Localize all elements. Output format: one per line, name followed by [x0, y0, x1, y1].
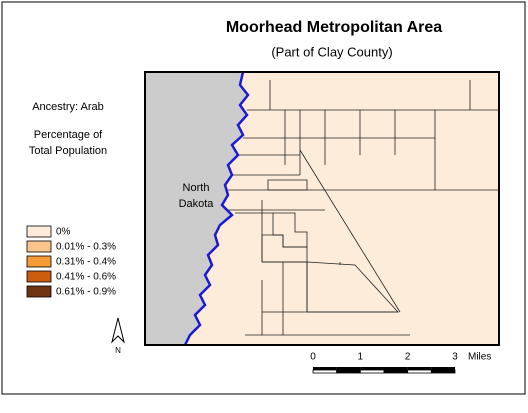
region-label: North: [183, 182, 210, 194]
map-title: Moorhead Metropolitan Area: [226, 19, 442, 36]
legend-swatch: [26, 285, 52, 298]
scale-segment: [431, 367, 455, 370]
legend-label: 0.01% - 0.3%: [56, 242, 116, 253]
measure-label: Total Population: [29, 145, 107, 157]
measure-label: Percentage of: [34, 129, 103, 141]
scale-segment: [407, 369, 432, 374]
scale-bar: 0 1 2 3 Miles: [310, 352, 491, 374]
scale-label: 0: [310, 352, 316, 363]
river: [183, 71, 250, 346]
scale-segment: [383, 369, 409, 374]
north-arrow: N: [111, 317, 125, 355]
tract: [272, 212, 308, 248]
scale-segment: [336, 369, 361, 374]
region-label: Dakota: [179, 198, 215, 210]
legend-label: 0.41% - 0.6%: [56, 272, 116, 283]
scale-segment: [384, 367, 408, 370]
north-dakota: [145, 72, 248, 345]
scale-segment: [407, 367, 432, 370]
scale-segment: [312, 369, 338, 374]
tract-lines: [228, 80, 499, 336]
legend-label: 0.61% - 0.9%: [56, 287, 116, 298]
scale-segment: [430, 369, 456, 374]
scale-segment: [336, 367, 361, 370]
scale-segment: [313, 367, 337, 370]
map-subtitle: (Part of Clay County): [271, 44, 392, 59]
scale-label: 1: [358, 352, 364, 363]
scale-label: 2: [405, 352, 411, 363]
scale-unit: Miles: [468, 352, 491, 363]
legend-swatch: [26, 225, 52, 238]
north-label: N: [115, 346, 121, 355]
scale-segment: [359, 369, 385, 374]
legend-swatch: [26, 240, 52, 253]
legend-label: 0.31% - 0.4%: [56, 257, 116, 268]
legend-swatch: [26, 255, 52, 268]
scale-label: 3: [452, 352, 458, 363]
ancestry-label: Ancestry: Arab: [32, 101, 104, 113]
frame-border: [144, 71, 500, 346]
legend-swatch: [26, 270, 52, 283]
legend-label: 0%: [56, 227, 71, 238]
scale-segment: [360, 367, 384, 370]
map-frame: North Dakota: [144, 71, 500, 346]
legend: 0% 0.01% - 0.3% 0.31% - 0.4% 0.41% - 0.6% 0.…: [26, 225, 116, 298]
